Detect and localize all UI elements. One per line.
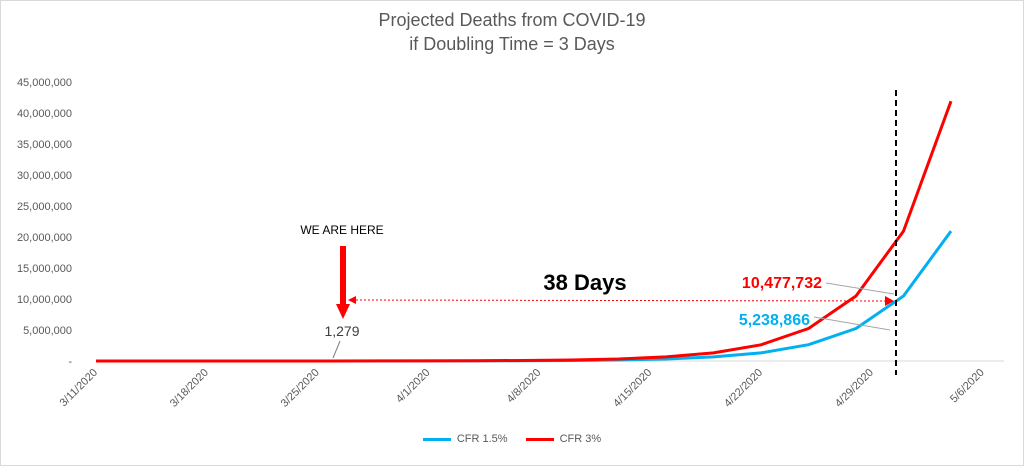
x-tick-label: 3/25/2020	[279, 367, 322, 410]
days-span-line	[351, 299, 891, 302]
chart-title: Projected Deaths from COVID-19	[378, 10, 646, 30]
y-axis: - 5,000,000 10,000,000 15,000,000 20,000,000…	[17, 77, 72, 368]
y-tick-label: 20,000,000	[17, 232, 72, 244]
x-tick-label: 3/11/2020	[58, 367, 101, 410]
legend-swatch	[525, 437, 554, 441]
series-line-cfr-3	[96, 100, 953, 363]
we-are-here-arrow-shaft	[340, 246, 346, 304]
x-tick-label: 4/29/2020	[833, 367, 876, 410]
blue-value-label: 5,238,866	[739, 312, 810, 329]
series-line-cfr-1-5	[96, 230, 953, 363]
y-tick-label: 40,000,000	[17, 108, 72, 120]
chart-subtitle: if Doubling Time = 3 Days	[409, 34, 615, 54]
blue-value-leader	[813, 316, 891, 331]
current-value-label: 1,279	[324, 323, 359, 339]
days-span-arrow-left	[348, 296, 356, 304]
legend-label: CFR 3%	[559, 433, 602, 445]
y-tick-label: 15,000,000	[17, 263, 72, 275]
y-tick-label: -	[68, 356, 72, 368]
red-value-label: 10,477,732	[742, 275, 822, 292]
red-value-leader	[825, 282, 895, 295]
y-tick-label: 25,000,000	[17, 201, 72, 213]
y-tick-label: 45,000,000	[17, 77, 72, 89]
y-tick-label: 35,000,000	[17, 139, 72, 151]
days-span-arrow-right	[885, 296, 894, 306]
legend-item-cfr-3: CFR 3%	[525, 433, 602, 445]
days-label: 38 Days	[543, 270, 626, 295]
current-value-leader	[332, 340, 341, 359]
x-axis: 3/11/2020 3/18/2020 3/25/2020 4/1/2020 4/8/2…	[58, 367, 987, 410]
legend-swatch	[422, 437, 451, 441]
series-group	[96, 100, 953, 363]
y-tick-label: 10,000,000	[17, 294, 72, 306]
legend-label: CFR 1.5%	[456, 433, 508, 445]
x-tick-label: 3/18/2020	[168, 367, 211, 410]
we-are-here-arrow-head	[336, 304, 350, 319]
y-tick-label: 5,000,000	[23, 325, 72, 337]
x-tick-label: 4/15/2020	[611, 367, 654, 410]
y-tick-label: 30,000,000	[17, 170, 72, 182]
we-are-here-label: WE ARE HERE	[300, 223, 383, 237]
x-tick-label: 4/22/2020	[722, 367, 765, 410]
legend-item-cfr-1-5: CFR 1.5%	[422, 433, 508, 445]
legend: CFR 1.5% CFR 3%	[0, 433, 1024, 445]
x-tick-label: 4/8/2020	[505, 367, 544, 406]
x-tick-label: 4/1/2020	[394, 367, 433, 406]
x-tick-label: 5/6/2020	[948, 367, 987, 406]
